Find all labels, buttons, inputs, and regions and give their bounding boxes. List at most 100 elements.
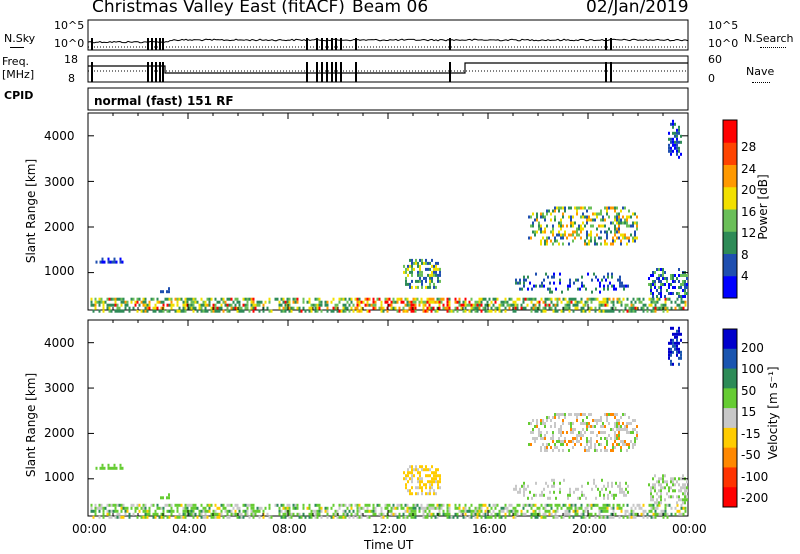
velocity-panel-cell bbox=[616, 437, 618, 440]
velocity-panel-cell bbox=[576, 434, 578, 437]
velocity-tick-neg100: -100 bbox=[741, 470, 769, 484]
power-panel-cell bbox=[536, 215, 538, 219]
velocity-panel-cell bbox=[246, 509, 249, 513]
velocity-panel-cell bbox=[202, 506, 205, 510]
power-panel-cell bbox=[606, 242, 608, 246]
velocity-panel-cell bbox=[544, 515, 547, 519]
power-panel-cell bbox=[654, 306, 657, 310]
velocity-panel-cell bbox=[426, 503, 429, 507]
velocity-panel-cell bbox=[562, 431, 564, 434]
velocity-panel-cell bbox=[588, 413, 590, 416]
velocity-panel-cell bbox=[126, 506, 129, 510]
velocity-panel-cell bbox=[92, 509, 95, 513]
power-panel-cell bbox=[642, 297, 645, 301]
power-colorbar-segment bbox=[723, 209, 737, 232]
velocity-panel-cell bbox=[438, 506, 441, 510]
power-panel-cell bbox=[588, 309, 591, 313]
velocity-panel-cell bbox=[436, 503, 439, 507]
power-panel-cell bbox=[636, 224, 638, 228]
velocity-panel-cell bbox=[288, 509, 291, 513]
velocity-panel-cell bbox=[627, 484, 629, 488]
velocity-panel-cell bbox=[320, 509, 323, 513]
velocity-panel-cell bbox=[128, 515, 131, 519]
velocity-panel-cell bbox=[220, 509, 223, 513]
power-panel-cell bbox=[680, 140, 682, 144]
power-panel-cell bbox=[437, 279, 439, 283]
power-panel-cell bbox=[224, 303, 227, 307]
power-panel-cell bbox=[577, 278, 579, 282]
power-panel-cell bbox=[196, 309, 199, 313]
velocity-panel-cell bbox=[593, 481, 595, 485]
velocity-panel-cell bbox=[570, 503, 573, 507]
velocity-panel-cell bbox=[494, 512, 497, 516]
power-panel-cell bbox=[358, 297, 361, 301]
velocity-panel-cell bbox=[474, 506, 477, 510]
velocity-panel-cell bbox=[590, 413, 592, 416]
velocity-panel-cell bbox=[660, 498, 662, 502]
velocity-panel-cell bbox=[366, 515, 369, 519]
power-panel-cell bbox=[140, 309, 143, 313]
velocity-panel-cell bbox=[109, 466, 112, 470]
power-panel-cell bbox=[103, 260, 106, 264]
power-panel-cell bbox=[632, 239, 634, 243]
power-panel-cell bbox=[176, 303, 179, 307]
velocity-panel-cell bbox=[439, 480, 441, 484]
power-panel-cell bbox=[342, 309, 345, 313]
velocity-panel-cell bbox=[284, 506, 287, 510]
power-panel-cell bbox=[612, 309, 615, 313]
velocity-panel-cell bbox=[218, 512, 221, 516]
velocity-panel-cell bbox=[350, 503, 353, 507]
velocity-panel-cell bbox=[678, 332, 680, 336]
power-panel-cell bbox=[560, 300, 563, 304]
velocity-panel-cell bbox=[662, 509, 665, 513]
power-panel-cell bbox=[390, 300, 393, 304]
velocity-panel-cell bbox=[348, 509, 351, 513]
velocity-panel-cell bbox=[670, 338, 672, 342]
velocity-panel-cell bbox=[433, 477, 435, 481]
power-panel-cell bbox=[617, 278, 619, 282]
power-panel-cell bbox=[540, 239, 542, 243]
velocity-panel-cell bbox=[184, 512, 187, 516]
velocity-panel-cell bbox=[192, 512, 195, 516]
velocity-panel-cell bbox=[598, 509, 601, 513]
velocity-panel-cell bbox=[482, 503, 485, 507]
power-panel-cell bbox=[138, 303, 141, 307]
velocity-panel-cell bbox=[686, 486, 688, 490]
velocity-panel-cell bbox=[478, 506, 481, 510]
power-panel-cell bbox=[550, 297, 553, 301]
power-panel-cell bbox=[541, 281, 543, 285]
power-panel-cell bbox=[652, 283, 654, 286]
beam-label: Beam 06 bbox=[352, 0, 429, 17]
power-colorbar-segment bbox=[723, 164, 737, 188]
power-panel-cell bbox=[380, 300, 383, 304]
velocity-panel-cell bbox=[356, 512, 359, 516]
power-colorbar-frame bbox=[722, 119, 738, 299]
velocity-panel-cell bbox=[118, 503, 121, 507]
velocity-panel-cell bbox=[142, 509, 145, 513]
velocity-panel-cell bbox=[176, 503, 179, 507]
power-panel-cell bbox=[642, 306, 645, 310]
velocity-panel-cell bbox=[610, 449, 612, 452]
power-panel-cell bbox=[552, 233, 554, 237]
velocity-panel-cell bbox=[582, 428, 584, 431]
velocity-panel-cell bbox=[549, 490, 551, 494]
power-panel-cell bbox=[522, 300, 525, 304]
power-panel-cell bbox=[600, 209, 602, 213]
velocity-panel-cell bbox=[168, 509, 171, 513]
nave-tick-top: 60 bbox=[708, 53, 722, 66]
power-panel-cell bbox=[192, 306, 195, 310]
velocity-panel-cell bbox=[529, 490, 531, 494]
power-panel-cell bbox=[612, 242, 614, 246]
velocity-panel-cell bbox=[644, 509, 647, 513]
velocity-panel-cell bbox=[314, 512, 317, 516]
velocity-panel-cell bbox=[398, 512, 401, 516]
velocity-panel-cell bbox=[540, 515, 543, 519]
power-panel-cell bbox=[508, 297, 511, 301]
velocity-panel-cell bbox=[214, 515, 217, 519]
power-panel-cell bbox=[314, 306, 317, 310]
power-panel-cell bbox=[438, 300, 441, 304]
velocity-panel-cell bbox=[566, 509, 569, 513]
velocity-panel-cell bbox=[112, 503, 115, 507]
power-panel-cell bbox=[420, 300, 423, 304]
power-panel-cell bbox=[280, 303, 283, 307]
